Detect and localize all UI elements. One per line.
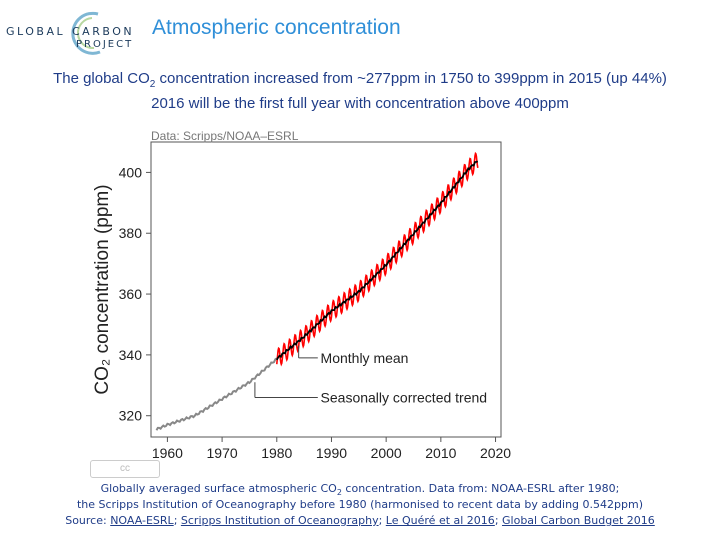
caption-line-1: Globally averaged surface atmospheric CO… <box>0 482 720 497</box>
y-tick-label: 320 <box>119 408 143 424</box>
subtitle-post: concentration increased from ~277ppm in … <box>155 70 667 87</box>
caption-pre: Globally averaged surface atmospheric CO <box>100 482 337 495</box>
x-tick-label: 2010 <box>425 445 456 460</box>
logo-word-project: PROJECT <box>76 39 134 50</box>
x-tick-label: 1980 <box>261 445 292 460</box>
annotation-trend: Seasonally corrected trend <box>321 389 488 405</box>
source-sep: ; <box>494 514 503 527</box>
trend-line-pre1980 <box>155 357 278 431</box>
source-link-scripps[interactable]: Scripps Institution of Oceanography <box>180 514 379 527</box>
x-tick-label: 1970 <box>207 445 238 460</box>
y-tick-label: 360 <box>119 286 143 302</box>
y-tick-label: 340 <box>119 347 143 363</box>
x-tick-label: 2020 <box>480 445 511 460</box>
logo-mark-icon <box>71 11 101 55</box>
y-axis-label: CO₂ concentration (ppm) <box>92 184 113 394</box>
x-tick-label: 1990 <box>316 445 347 460</box>
source-sep: ; <box>378 514 386 527</box>
x-tick-label: 2000 <box>371 445 402 460</box>
annotation-monthly-mean: Monthly mean <box>321 350 409 366</box>
caption-sub: 2 <box>336 488 342 498</box>
x-tick-label: 1960 <box>152 445 183 460</box>
caption-sources: Source: NOAA-ESRL; Scripps Institution o… <box>0 514 720 527</box>
caption-post: concentration. Data from: NOAA-ESRL afte… <box>341 482 620 495</box>
subtitle-line-2: 2016 will be the first full year with co… <box>151 95 569 112</box>
logo-word-global: GLOBAL <box>6 25 66 38</box>
y-tick-label: 380 <box>119 225 143 241</box>
source-link-noaa[interactable]: NOAA-ESRL <box>110 514 174 527</box>
subtitle-pre: The global CO <box>53 70 150 87</box>
trend-line <box>276 160 479 361</box>
logo-word-carbon: CARBON <box>72 25 135 38</box>
co2-chart: Data: Scripps/NOAA–ESRL 320 340 360 380 400 19… <box>92 130 511 460</box>
source-link-lequere[interactable]: Le Quéré et al 2016 <box>385 514 495 527</box>
source-link-gcb[interactable]: Global Carbon Budget 2016 <box>502 514 655 527</box>
caption-line-2: the Scripps Institution of Oceanography … <box>76 498 644 511</box>
logo: GLOBAL CARBON PROJECT <box>6 8 136 55</box>
chart-title: Data: Scripps/NOAA–ESRL <box>151 130 299 143</box>
license-badge: cc <box>90 460 160 478</box>
source-sep: ; <box>173 514 181 527</box>
page-title: Atmospheric concentration <box>152 16 401 39</box>
source-label: Source: <box>65 514 111 527</box>
subtitle-line-1: The global CO2 concentration increased f… <box>0 70 720 90</box>
subtitle-sub: 2 <box>149 79 156 90</box>
y-tick-label: 400 <box>119 164 143 180</box>
